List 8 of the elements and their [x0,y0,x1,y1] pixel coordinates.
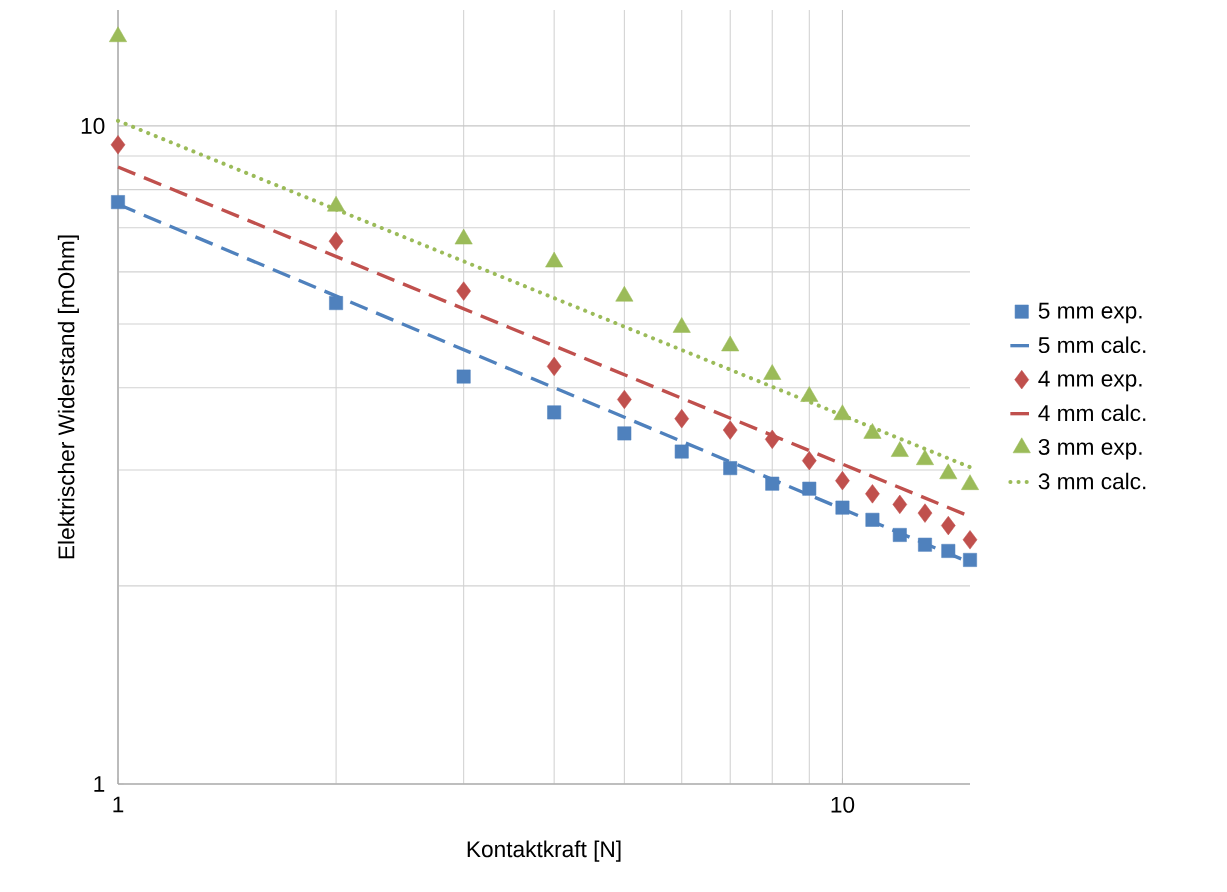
legend-label: 5 mm calc. [1038,336,1146,354]
legend-label: 4 mm exp. [1038,370,1142,392]
legend-label: 3 mm calc. [1038,472,1146,490]
y-axis-title: Elektrischer Widerstand [mOhm] [57,235,79,559]
legend-label: 4 mm calc. [1038,404,1146,422]
legend-label: 5 mm exp. [1038,302,1142,324]
x-axis-title: Kontaktkraft [N] [467,840,621,862]
legend-label: 3 mm exp. [1038,438,1142,460]
